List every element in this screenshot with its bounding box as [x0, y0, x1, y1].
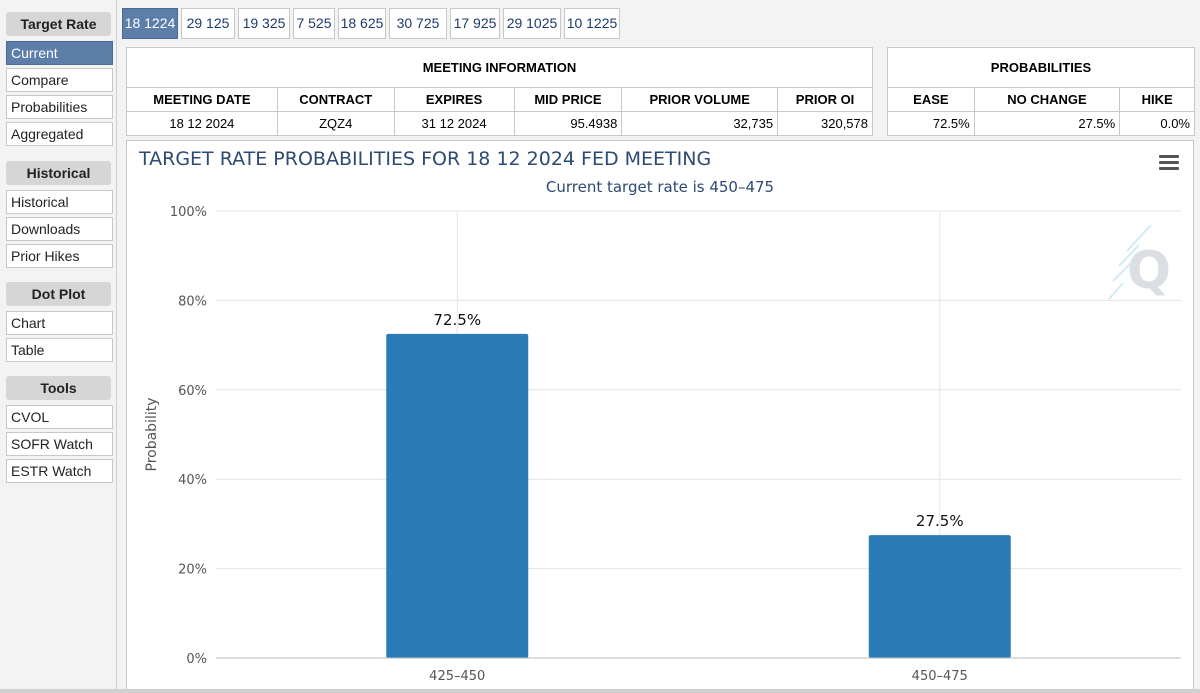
meeting-info-table: MEETING INFORMATION MEETING DATE CONTRAC… — [126, 47, 873, 136]
chart-panel: TARGET RATE PROBABILITIES FOR 18 12 2024… — [126, 140, 1194, 693]
y-tick-label: 40% — [178, 473, 207, 488]
sidebar-item-chart[interactable]: Chart — [6, 311, 113, 335]
y-tick-label: 60% — [178, 384, 207, 399]
meeting-tab[interactable]: 19 325 — [238, 8, 290, 39]
x-tick-label: 425–450 — [429, 669, 485, 684]
meeting-tab[interactable]: 17 925 — [450, 8, 500, 39]
meeting-tab[interactable]: 29 125 — [181, 8, 235, 39]
col-prior-oi: PRIOR OI — [777, 87, 873, 112]
prior-oi-value: 320,578 — [777, 111, 873, 136]
bar-425–450 — [386, 333, 529, 658]
contract-value: ZQZ4 — [276, 111, 395, 136]
y-tick-label: 0% — [186, 652, 207, 667]
sidebar-heading-tools: Tools — [6, 376, 111, 400]
probability-chart: TARGET RATE PROBABILITIES FOR 18 12 2024… — [138, 148, 1181, 684]
y-tick-label: 80% — [178, 294, 207, 309]
sidebar: Target Rate Current Compare Probabilities Ag… — [0, 0, 116, 693]
meeting-tab[interactable]: 18 625 — [338, 8, 386, 39]
sidebar-item-prior-hikes[interactable]: Prior Hikes — [6, 244, 113, 268]
col-hike: HIKE — [1119, 87, 1195, 112]
sidebar-item-estr-watch[interactable]: ESTR Watch — [6, 459, 113, 483]
hike-value: 0.0% — [1119, 111, 1195, 136]
bar-data-label: 72.5% — [433, 311, 481, 329]
sidebar-item-current[interactable]: Current — [6, 41, 113, 65]
sidebar-heading-historical: Historical — [6, 161, 111, 185]
q-logo-icon: Q — [1108, 224, 1171, 301]
col-meeting-date: MEETING DATE — [126, 87, 278, 112]
meeting-tab[interactable]: 18 1224 — [122, 8, 178, 39]
ease-value: 72.5% — [887, 111, 975, 136]
sidebar-item-compare[interactable]: Compare — [6, 68, 113, 92]
probabilities-title: PROBABILITIES — [887, 47, 1195, 88]
sidebar-item-table[interactable]: Table — [6, 338, 113, 362]
hamburger-menu-icon[interactable] — [1159, 155, 1179, 171]
meeting-date-value: 18 12 2024 — [126, 111, 278, 136]
sidebar-heading-dot-plot: Dot Plot — [6, 282, 111, 306]
prior-volume-value: 32,735 — [621, 111, 779, 136]
y-tick-label: 100% — [170, 205, 207, 220]
sidebar-item-probabilities[interactable]: Probabilities — [6, 95, 113, 119]
sidebar-item-downloads[interactable]: Downloads — [6, 217, 113, 241]
y-axis-label: Probability — [144, 397, 160, 471]
no-change-value: 27.5% — [973, 111, 1121, 136]
bar-data-label: 27.5% — [916, 512, 964, 530]
col-contract: CONTRACT — [276, 87, 395, 112]
chart-subtitle: Current target rate is 450–475 — [546, 178, 774, 196]
probabilities-table: PROBABILITIES EASE NO CHANGE HIKE 72.5% … — [887, 47, 1195, 136]
sidebar-heading-target-rate: Target Rate — [6, 12, 111, 36]
sidebar-item-aggregated[interactable]: Aggregated — [6, 122, 113, 146]
x-tick-label: 450–475 — [912, 669, 968, 684]
col-ease: EASE — [887, 87, 975, 112]
svg-text:Q: Q — [1127, 241, 1171, 301]
col-expires: EXPIRES — [393, 87, 515, 112]
col-mid-price: MID PRICE — [513, 87, 623, 112]
chart-title: TARGET RATE PROBABILITIES FOR 18 12 2024… — [138, 148, 711, 170]
col-no-change: NO CHANGE — [973, 87, 1121, 112]
meeting-tab[interactable]: 7 525 — [293, 8, 335, 39]
bottom-border — [0, 689, 1200, 693]
main-content: 18 1224 29 125 19 325 7 525 18 625 30 725 17 9… — [116, 0, 1200, 693]
sidebar-item-historical[interactable]: Historical — [6, 190, 113, 214]
col-prior-volume: PRIOR VOLUME — [621, 87, 779, 112]
meeting-tab[interactable]: 10 1225 — [564, 8, 620, 39]
sidebar-item-sofr-watch[interactable]: SOFR Watch — [6, 432, 113, 456]
meeting-tab[interactable]: 29 1025 — [503, 8, 561, 39]
y-tick-label: 20% — [178, 563, 207, 578]
meeting-info-title: MEETING INFORMATION — [126, 47, 873, 88]
mid-price-value: 95.4938 — [513, 111, 623, 136]
expires-value: 31 12 2024 — [393, 111, 515, 136]
meeting-tab[interactable]: 30 725 — [389, 8, 447, 39]
sidebar-item-cvol[interactable]: CVOL — [6, 405, 113, 429]
bar-450–475 — [868, 535, 1011, 658]
